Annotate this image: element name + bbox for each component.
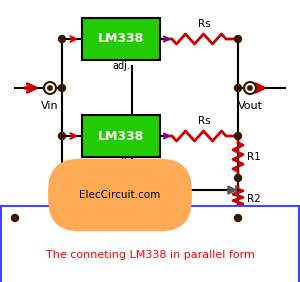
Circle shape xyxy=(58,133,65,140)
Text: R1: R1 xyxy=(247,152,261,162)
Text: Rs: Rs xyxy=(198,116,210,126)
Text: LM338: LM338 xyxy=(98,129,144,142)
Text: adj.: adj. xyxy=(112,158,130,168)
Circle shape xyxy=(244,82,256,94)
Circle shape xyxy=(58,85,65,91)
FancyBboxPatch shape xyxy=(82,115,160,157)
Text: ElecCircuit.com: ElecCircuit.com xyxy=(80,190,160,200)
Circle shape xyxy=(58,36,65,43)
Polygon shape xyxy=(228,186,236,194)
Text: Vin: Vin xyxy=(41,101,59,111)
Circle shape xyxy=(235,175,242,182)
Circle shape xyxy=(128,215,136,221)
Text: R2: R2 xyxy=(247,194,261,204)
Text: LM338: LM338 xyxy=(98,32,144,45)
Circle shape xyxy=(235,85,242,91)
Circle shape xyxy=(48,86,52,90)
Circle shape xyxy=(44,82,56,94)
Text: Vout: Vout xyxy=(238,101,262,111)
Text: The conneting LM338 in parallel form: The conneting LM338 in parallel form xyxy=(46,250,254,260)
Circle shape xyxy=(235,36,242,43)
Circle shape xyxy=(11,215,19,221)
Text: Rs: Rs xyxy=(198,19,210,29)
Text: adj.: adj. xyxy=(112,61,130,71)
Circle shape xyxy=(248,86,252,90)
FancyBboxPatch shape xyxy=(82,18,160,60)
Circle shape xyxy=(235,133,242,140)
Circle shape xyxy=(235,215,242,221)
